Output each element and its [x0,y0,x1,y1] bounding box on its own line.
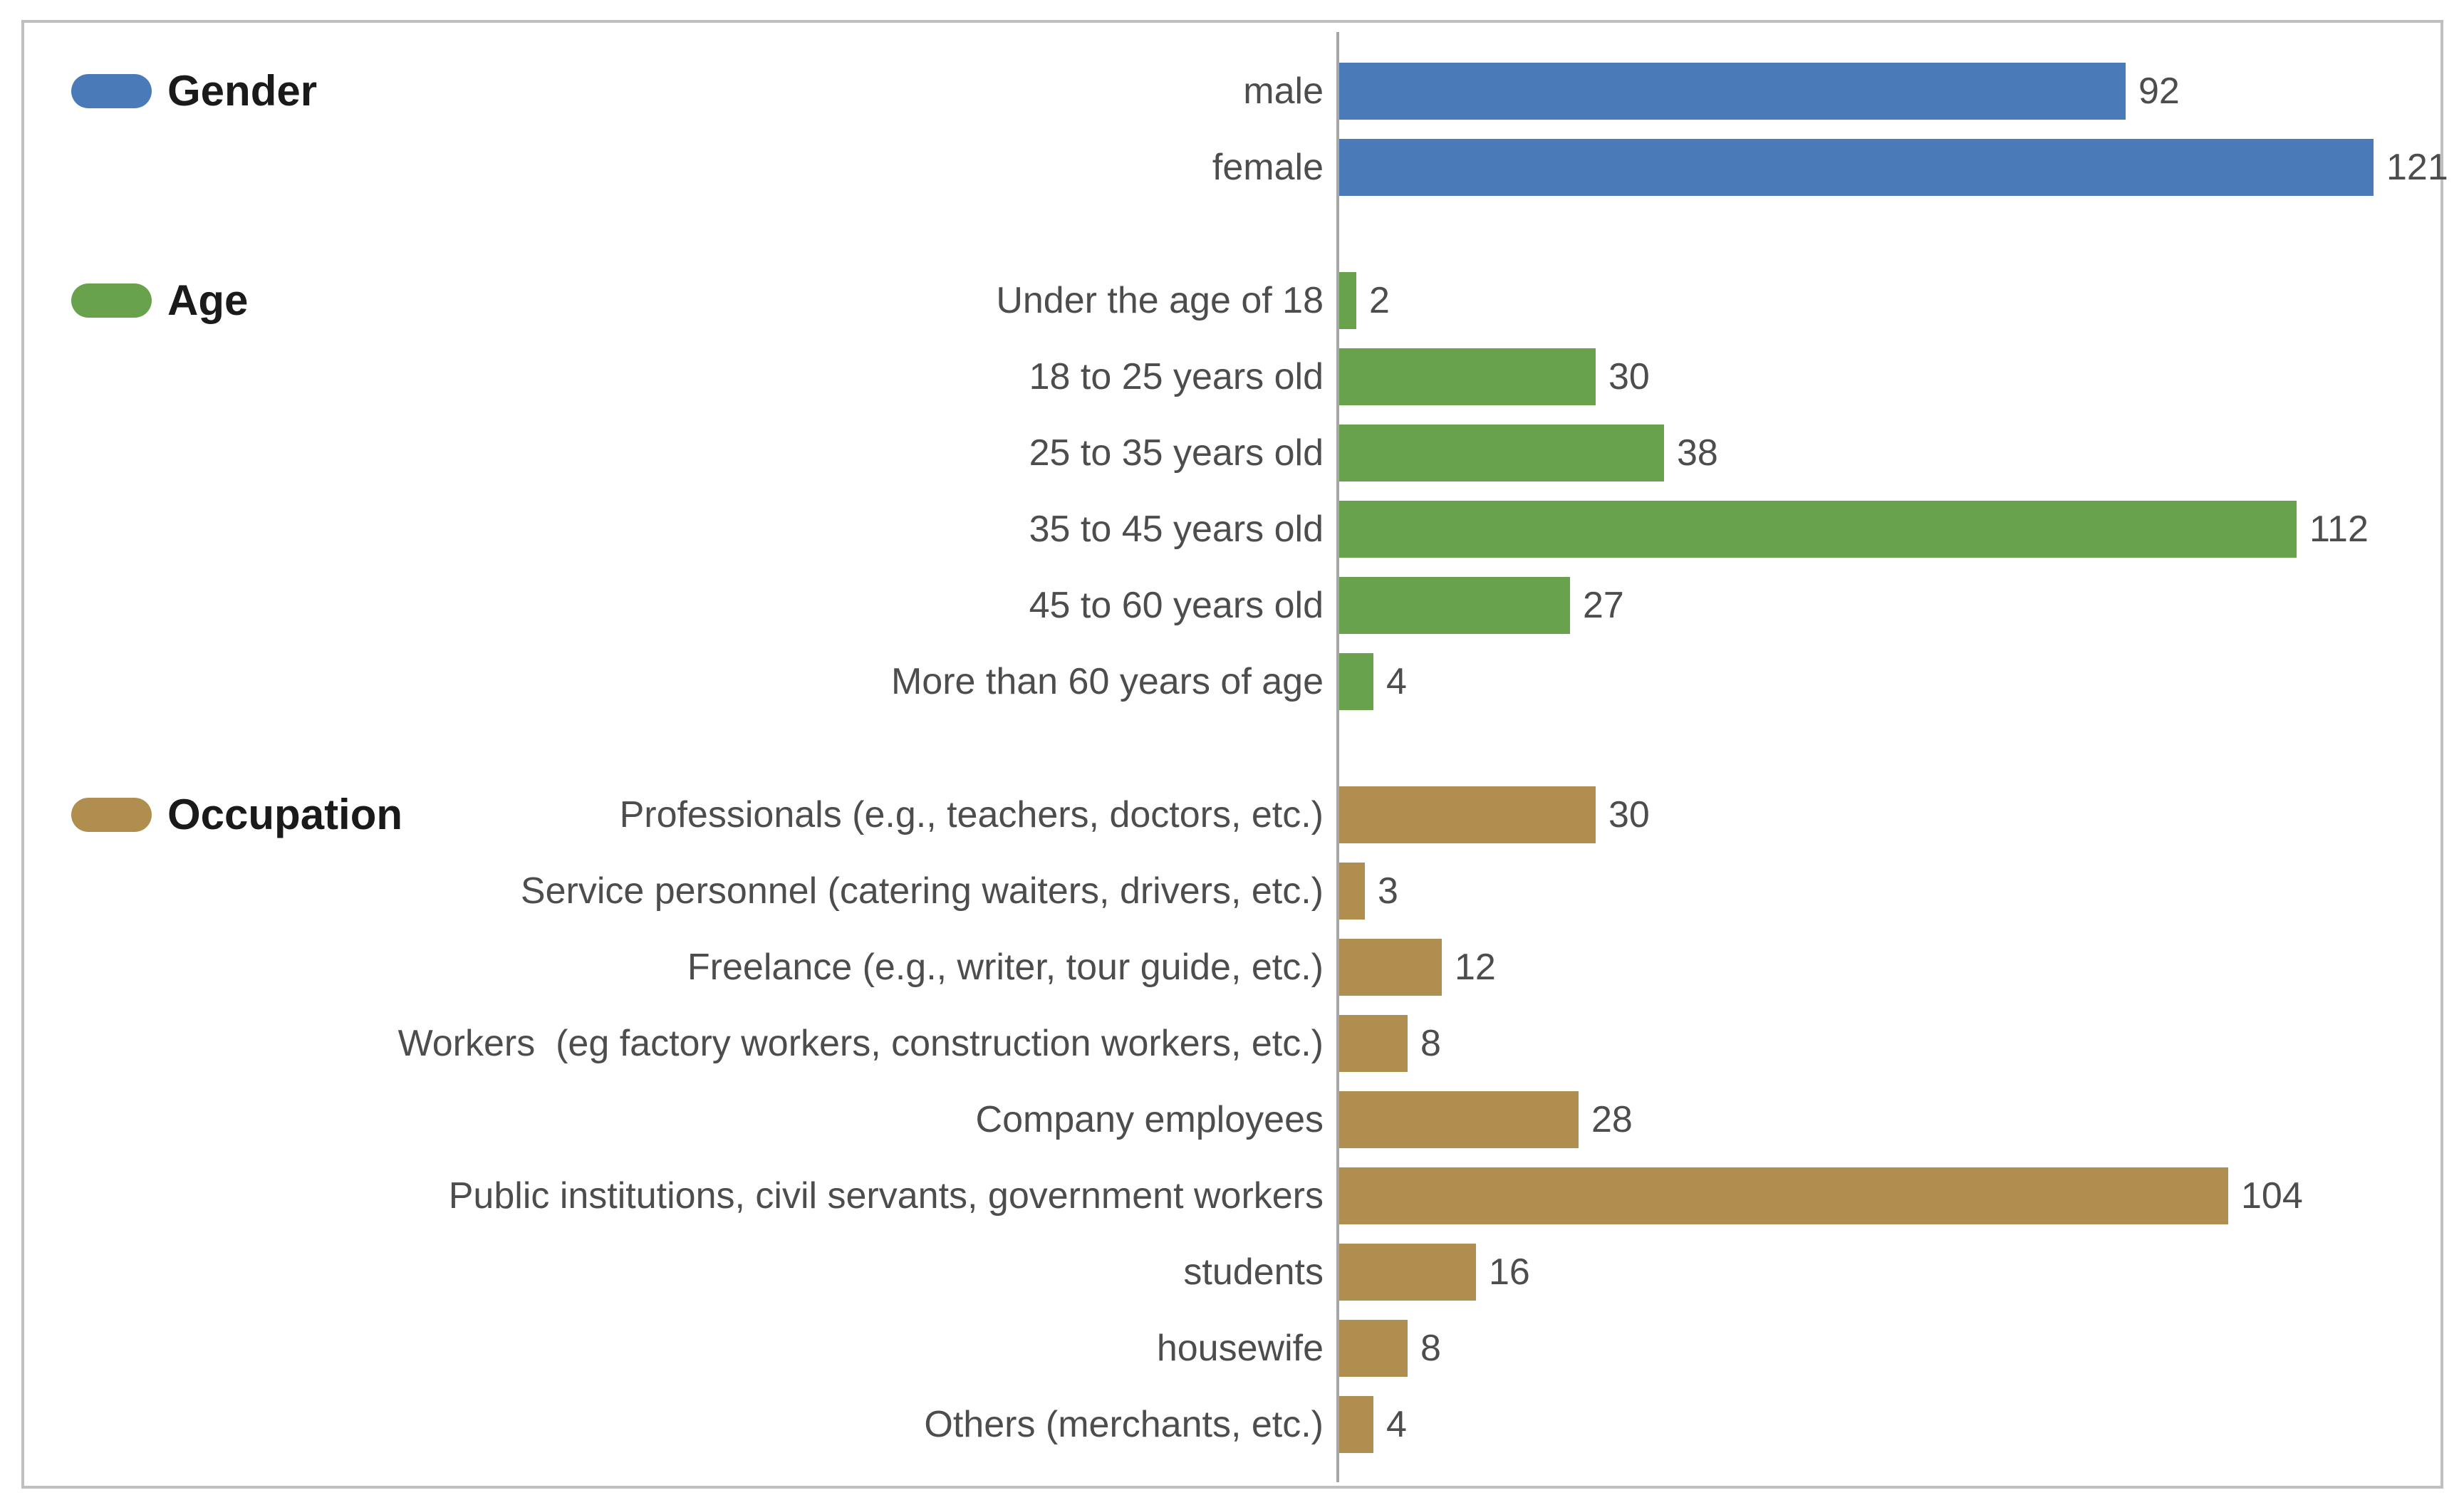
category-label: Company employees [975,1099,1324,1140]
bar [1339,1320,1408,1377]
bar [1339,272,1356,329]
value-label: 16 [1489,1251,1530,1293]
value-label: 8 [1420,1328,1441,1369]
bar [1339,139,2374,196]
category-label: Professionals (e.g., teachers, doctors, … [619,794,1324,835]
bar [1339,348,1596,405]
value-label: 30 [1608,794,1650,835]
category-label: Others (merchants, etc.) [924,1404,1324,1445]
value-label: 27 [1583,585,1624,626]
category-label: Under the age of 18 [996,280,1324,321]
category-label: 35 to 45 years old [1029,509,1324,550]
bar [1339,786,1596,843]
category-label: Freelance (e.g., writer, tour guide, etc… [687,947,1324,988]
value-label: 104 [2241,1175,2303,1217]
category-label: housewife [1156,1328,1324,1369]
bar [1339,577,1570,634]
category-label: Public institutions, civil servants, gov… [448,1175,1324,1217]
legend-label-gender: Gender [167,67,318,115]
value-label: 8 [1420,1023,1441,1064]
category-label: Workers (eg factory workers, constructio… [397,1023,1324,1064]
category-label: female [1212,147,1324,188]
value-label: 3 [1378,870,1398,912]
value-label: 30 [1608,356,1650,397]
value-label: 112 [2309,509,2369,550]
bar [1339,863,1365,920]
value-label: 121 [2386,147,2448,188]
value-label: 12 [1455,947,1496,988]
bar [1339,501,2297,558]
value-label: 4 [1386,1404,1407,1445]
category-label: More than 60 years of age [890,661,1324,702]
value-label: 38 [1677,432,1718,474]
value-label: 2 [1369,280,1390,321]
bar [1339,653,1373,710]
legend-swatch-age [71,283,152,318]
bar [1339,939,1442,996]
bar [1339,63,2126,120]
category-label: 45 to 60 years old [1029,585,1324,626]
legend-label-age: Age [167,276,249,324]
category-label: 25 to 35 years old [1029,432,1324,474]
category-axis-line [1336,32,1339,1482]
category-label: students [1183,1251,1324,1293]
bar [1339,1015,1408,1072]
bar [1339,1167,2228,1224]
category-label: 18 to 25 years old [1029,356,1324,397]
bar [1339,1244,1476,1301]
value-label: 4 [1386,661,1407,702]
category-label: male [1243,71,1324,112]
category-label: Service personnel (catering waiters, dri… [520,870,1324,912]
legend-swatch-occupation [71,798,152,832]
bar [1339,1396,1373,1453]
legend-swatch-gender [71,74,152,108]
bar [1339,1091,1579,1148]
value-label: 28 [1591,1099,1633,1140]
bar [1339,425,1664,481]
chart-border-frame [21,20,2443,1489]
value-label: 92 [2138,71,2180,112]
legend-label-occupation: Occupation [167,791,403,838]
